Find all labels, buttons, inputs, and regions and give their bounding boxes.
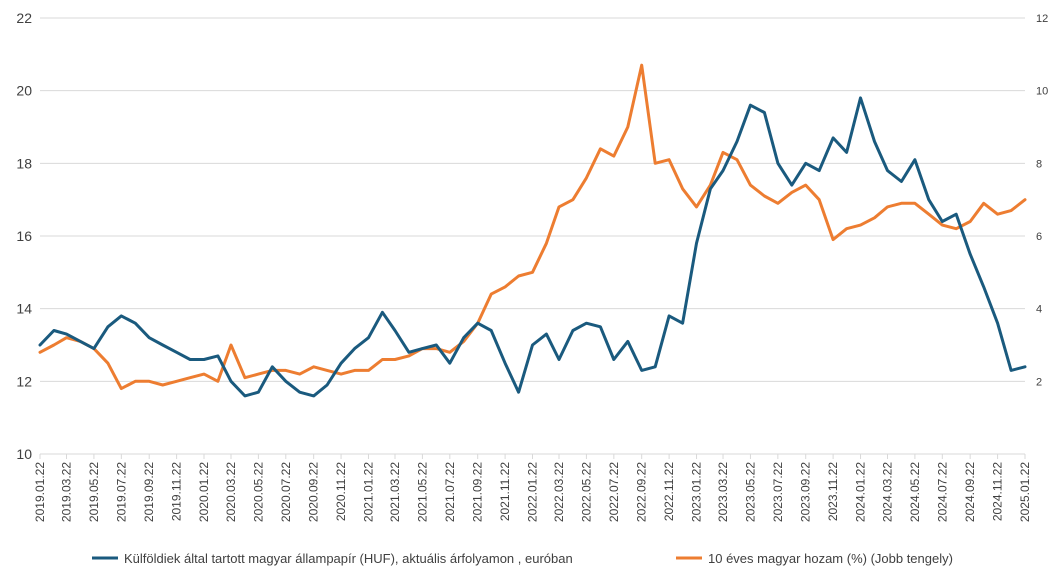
left-axis-tick-label: 14 <box>16 301 32 317</box>
x-axis-tick-label: 2024.05.22 <box>908 462 922 522</box>
right-axis-tick-label: 2 <box>1036 376 1042 388</box>
x-axis-tick-label: 2025.01.22 <box>1018 462 1032 522</box>
x-axis-tick-label: 2022.09.22 <box>635 462 649 522</box>
gridlines <box>40 17 1025 455</box>
x-axis-tick-label: 2020.01.22 <box>197 462 211 522</box>
right-axis-tick-label: 12 <box>1036 13 1048 25</box>
x-axis-tick-label: 2020.03.22 <box>224 462 238 522</box>
right-axis-tick-label: 10 <box>1036 86 1048 98</box>
left-y-axis: 10 12 14 16 18 20 22 <box>16 10 32 462</box>
right-axis-tick-label: 6 <box>1036 231 1042 243</box>
x-axis-tick-label: 2021.03.22 <box>388 462 402 522</box>
x-axis-tick-label: 2023.01.22 <box>690 462 704 522</box>
left-axis-tick-label: 12 <box>16 373 32 389</box>
x-axis-tick-label: 2024.09.22 <box>963 462 977 522</box>
series-line-10y-yield <box>38 63 1027 391</box>
x-axis-tick-label: 2023.09.22 <box>799 462 813 522</box>
x-axis-tick-label: 2021.07.22 <box>443 462 457 522</box>
x-axis-tick-label: 2024.03.22 <box>880 462 894 522</box>
x-axis-tick-label: 2023.05.22 <box>743 462 757 522</box>
x-axis-tick-label: 2024.01.22 <box>854 462 868 522</box>
x-axis-tick-label: 2022.03.22 <box>552 462 566 522</box>
left-axis-tick-label: 10 <box>16 446 32 462</box>
x-axis-tick-label: 2021.09.22 <box>471 462 485 522</box>
left-axis-tick-label: 22 <box>16 10 32 26</box>
legend-label-series-2: 10 éves magyar hozam (%) (Jobb tengely) <box>708 551 953 566</box>
x-axis-tick-label: 2020.05.22 <box>251 462 265 522</box>
legend: Külföldiek által tartott magyar állampap… <box>92 551 953 566</box>
x-axis-tick-label: 2021.05.22 <box>415 462 429 522</box>
x-axis-tick-label: 2019.07.22 <box>114 462 128 522</box>
legend-label-series-1: Külföldiek által tartott magyar állampap… <box>124 551 573 566</box>
left-axis-tick-label: 18 <box>16 155 32 171</box>
left-axis-tick-label: 20 <box>16 83 32 99</box>
left-axis-tick-label: 16 <box>16 228 32 244</box>
x-axis-tick-label: 2024.07.22 <box>935 462 949 522</box>
x-axis-tick-label: 2019.11.22 <box>170 462 184 521</box>
x-axis-tick-label: 2020.09.22 <box>307 462 321 522</box>
x-axis-tick-label: 2024.11.22 <box>991 462 1005 521</box>
x-axis-tick-label: 2019.09.22 <box>142 462 156 522</box>
x-axis-tick-label: 2019.03.22 <box>60 462 74 522</box>
x-axis-tick-label: 2023.11.22 <box>826 462 840 521</box>
right-y-axis: 2 4 6 8 10 12 <box>1036 13 1048 388</box>
x-axis-tick-label: 2023.03.22 <box>716 462 730 522</box>
x-axis-tick-label: 2020.11.22 <box>334 462 348 521</box>
x-axis-tick-label: 2019.05.22 <box>87 462 101 522</box>
right-axis-tick-label: 4 <box>1036 304 1042 316</box>
series-lines <box>38 63 1027 398</box>
x-axis-tick-label: 2021.11.22 <box>498 462 512 521</box>
x-axis-tick-label: 2022.07.22 <box>607 462 621 522</box>
x-axis-tick-label: 2019.01.22 <box>33 462 47 522</box>
x-axis-tick-label: 2022.11.22 <box>662 462 676 521</box>
x-axis-tick-label: 2022.05.22 <box>579 462 593 522</box>
x-axis: 2019.01.22 2019.03.22 2019.05.22 2019.07.22… <box>33 454 1032 522</box>
x-axis-tick-label: 2020.07.22 <box>279 462 293 522</box>
right-axis-tick-label: 8 <box>1036 158 1042 170</box>
x-axis-tick-label: 2023.07.22 <box>771 462 785 522</box>
x-axis-tick-label: 2022.01.22 <box>526 462 540 522</box>
series-line-foreign-holdings <box>38 96 1027 398</box>
x-axis-tick-label: 2021.01.22 <box>361 462 375 522</box>
